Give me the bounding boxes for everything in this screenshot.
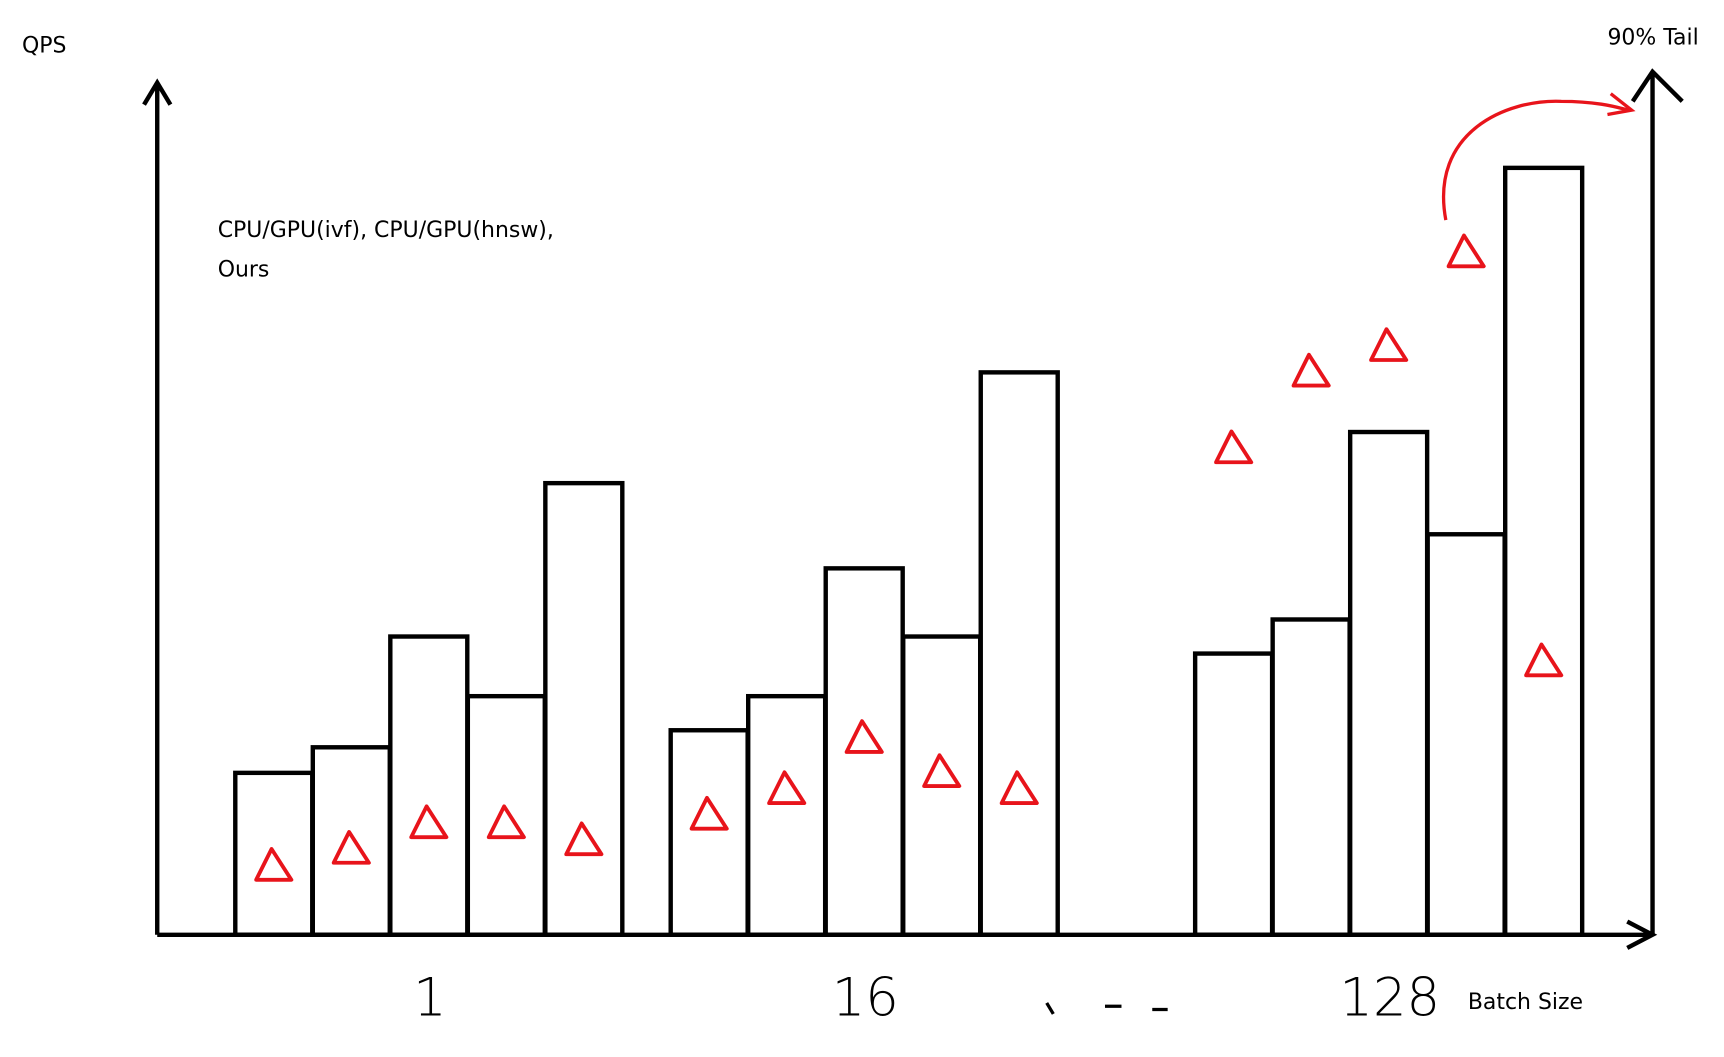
legend-line: CPU/GPU(ivf), CPU/GPU(hnsw), xyxy=(218,218,554,243)
tail-marker xyxy=(1446,233,1486,269)
legend-line: Ours xyxy=(218,258,270,283)
tail-marker xyxy=(922,753,962,788)
bar xyxy=(1347,429,1430,937)
tail-marker xyxy=(486,804,526,840)
tail-marker xyxy=(767,770,807,806)
bar xyxy=(1270,617,1352,937)
tail-marker xyxy=(331,830,371,865)
tail-marker xyxy=(409,804,449,840)
bar xyxy=(978,370,1060,937)
y2-axis-label: 90% Tail xyxy=(1607,26,1698,51)
bar xyxy=(310,745,392,937)
bar xyxy=(1425,532,1507,937)
arrow xyxy=(1442,99,1630,221)
bar xyxy=(1192,651,1275,937)
bar xyxy=(543,480,625,937)
tail-marker xyxy=(999,770,1039,806)
y2-axis xyxy=(1630,68,1684,935)
tail-marker xyxy=(844,719,884,754)
bar xyxy=(465,693,547,937)
bar xyxy=(388,634,470,937)
x-tick-label: 16 xyxy=(832,967,899,1028)
arrow-head xyxy=(1607,92,1636,117)
tail-marker xyxy=(1369,327,1409,362)
tail-marker xyxy=(1291,352,1331,388)
y-axis xyxy=(142,78,173,935)
bar xyxy=(1503,165,1585,937)
bar xyxy=(746,693,828,937)
x-tick-label: 1 xyxy=(413,967,447,1028)
tail-marker xyxy=(689,795,729,831)
y-axis-label: QPS xyxy=(22,33,66,58)
tail-marker xyxy=(1214,429,1254,465)
tail-marker xyxy=(254,847,294,882)
ellipsis xyxy=(1045,1002,1168,1015)
tail-marker xyxy=(1524,642,1564,678)
x-tick-label: 128 xyxy=(1339,967,1440,1028)
bar xyxy=(668,728,750,937)
x-axis-label: Batch Size xyxy=(1468,990,1583,1015)
tail-marker xyxy=(564,821,604,857)
